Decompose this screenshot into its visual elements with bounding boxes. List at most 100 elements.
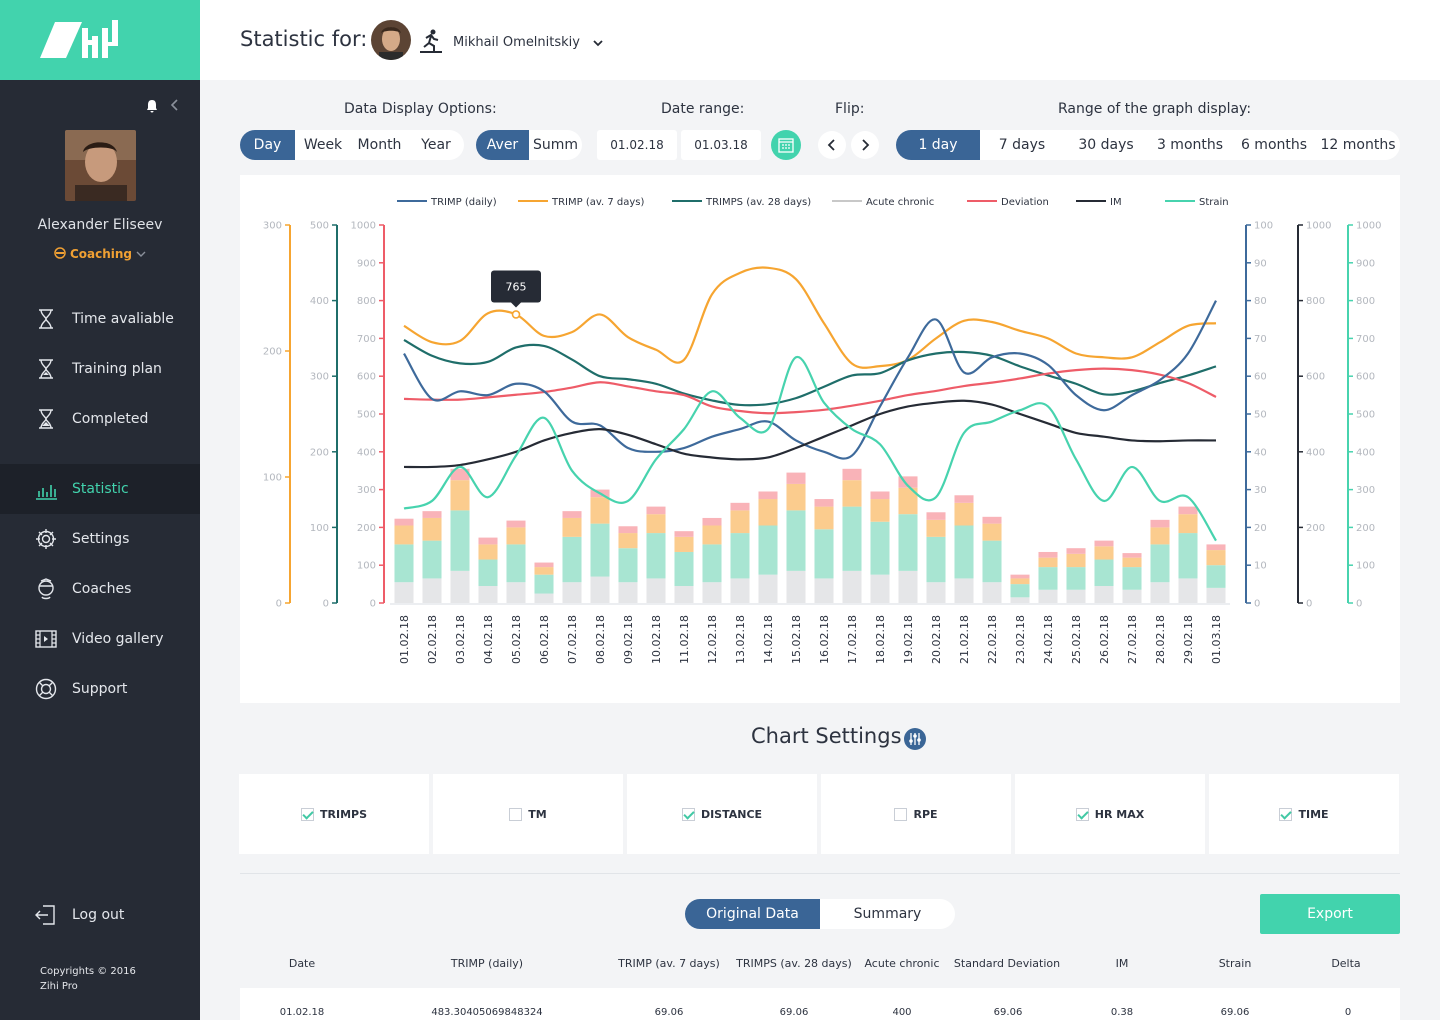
table-header-delta[interactable]: Delta bbox=[1331, 957, 1361, 970]
setting-hr-max[interactable]: HR MAX bbox=[1015, 774, 1205, 854]
x-tick-label: 12.02.18 bbox=[706, 615, 719, 664]
bar-segment bbox=[506, 520, 526, 528]
tab-original-data[interactable]: Original Data bbox=[685, 899, 820, 929]
setting-tm[interactable]: TM bbox=[433, 774, 623, 854]
range-12-months[interactable]: 12 months bbox=[1320, 137, 1396, 153]
table-header-trimps-28[interactable]: TRIMPS (av. 28 days) bbox=[736, 957, 852, 970]
bell-icon[interactable] bbox=[144, 98, 160, 114]
x-tick-label: 23.02.18 bbox=[1014, 615, 1027, 664]
athlete-avatar[interactable] bbox=[371, 20, 411, 60]
setting-trimps[interactable]: TRIMPS bbox=[239, 774, 429, 854]
bar-segment bbox=[394, 582, 414, 603]
legend-label: Strain bbox=[1199, 197, 1229, 208]
axis-tick-label: 200 bbox=[357, 523, 376, 534]
bar-segment bbox=[394, 525, 414, 545]
axis-tick-label: 0 bbox=[370, 599, 376, 610]
bar-segment bbox=[674, 585, 694, 603]
tab-summary[interactable]: Summary bbox=[853, 906, 922, 922]
user-avatar[interactable] bbox=[65, 130, 136, 201]
bar-segment bbox=[1150, 544, 1170, 583]
period-month[interactable]: Month bbox=[357, 137, 402, 153]
table-header-acute-chronic[interactable]: Acute chronic bbox=[864, 957, 940, 970]
table-header-strain[interactable]: Strain bbox=[1218, 957, 1252, 970]
export-button[interactable]: Export bbox=[1260, 894, 1400, 934]
setting-label: TM bbox=[528, 807, 547, 821]
table-header-std-dev[interactable]: Standard Deviation bbox=[953, 957, 1061, 970]
nav-time-available[interactable]: Time avaliable bbox=[0, 294, 200, 344]
bar-segment bbox=[786, 472, 806, 484]
period-day[interactable]: Day bbox=[240, 130, 295, 160]
bar-segment bbox=[870, 491, 890, 500]
bar-segment bbox=[898, 570, 918, 603]
nav-statistic[interactable]: Statistic bbox=[0, 464, 200, 514]
statistics-chart[interactable]: 0100200300010020030040050001002003004005… bbox=[240, 175, 1400, 703]
bar-segment bbox=[674, 531, 694, 537]
chevron-down-icon[interactable] bbox=[592, 38, 604, 48]
bar-segment bbox=[842, 468, 862, 481]
bar-segment bbox=[954, 495, 974, 503]
bar-segment bbox=[870, 499, 890, 522]
nav-coaches[interactable]: Coaches bbox=[0, 564, 200, 614]
date-from-input[interactable]: 01.02.18 bbox=[597, 130, 677, 160]
checkbox[interactable] bbox=[1279, 807, 1293, 821]
checkbox[interactable] bbox=[509, 807, 523, 821]
table-header-trimp-daily[interactable]: TRIMP (daily) bbox=[450, 957, 524, 970]
nav-settings[interactable]: Settings bbox=[0, 514, 200, 564]
nav-support[interactable]: Support bbox=[0, 664, 200, 714]
range-30-days[interactable]: 30 days bbox=[1078, 137, 1134, 153]
nav-training-plan[interactable]: Training plan bbox=[0, 344, 200, 394]
legend-label: Acute chronic bbox=[866, 197, 934, 208]
bar-segment bbox=[1122, 589, 1142, 603]
agg-aver[interactable]: Aver bbox=[476, 130, 529, 160]
bar-segment bbox=[758, 525, 778, 575]
range-7-days[interactable]: 7 days bbox=[998, 137, 1046, 153]
calendar-button[interactable] bbox=[771, 130, 801, 160]
flip-next-button[interactable] bbox=[851, 131, 879, 159]
table-header-im[interactable]: IM bbox=[1115, 957, 1129, 970]
checkbox[interactable] bbox=[1075, 807, 1089, 821]
table-row[interactable] bbox=[240, 988, 1400, 1020]
axis-tick-label: 1000 bbox=[351, 221, 376, 232]
axis-tick-label: 500 bbox=[1356, 410, 1375, 421]
logo[interactable] bbox=[0, 0, 200, 80]
nav-video-gallery[interactable]: Video gallery bbox=[0, 614, 200, 664]
table-header-trimp-7[interactable]: TRIMP (av. 7 days) bbox=[618, 957, 720, 970]
bar-segment bbox=[478, 585, 498, 603]
bar-segment bbox=[786, 510, 806, 571]
setting-rpe[interactable]: RPE bbox=[821, 774, 1011, 854]
period-year[interactable]: Year bbox=[421, 137, 451, 153]
agg-summ[interactable]: Summ bbox=[532, 137, 579, 153]
athlete-name[interactable]: Mikhail Omelnitskiy bbox=[453, 35, 580, 50]
bar-segment bbox=[534, 562, 554, 568]
role-dropdown[interactable]: Coaching bbox=[0, 247, 200, 261]
series-line-trimps-av-28-days bbox=[403, 338, 1217, 407]
setting-time[interactable]: TIME bbox=[1209, 774, 1399, 854]
x-tick-label: 03.02.18 bbox=[454, 615, 467, 664]
bar-segment bbox=[814, 506, 834, 530]
date-to-input[interactable]: 01.03.18 bbox=[681, 130, 761, 160]
logout-button[interactable]: Log out bbox=[0, 890, 200, 940]
sliders-icon[interactable] bbox=[904, 728, 926, 750]
chevron-right-icon bbox=[862, 139, 870, 151]
flip-prev-button[interactable] bbox=[818, 131, 846, 159]
axis-tick-label: 1000 bbox=[1306, 221, 1331, 232]
copyright: Copyrights © 2016 Zihi Pro bbox=[40, 964, 180, 994]
range-3-months[interactable]: 3 months bbox=[1156, 137, 1224, 153]
bar-segment bbox=[590, 497, 610, 524]
period-week[interactable]: Week bbox=[303, 137, 343, 153]
checkbox[interactable] bbox=[894, 807, 908, 821]
gear-icon bbox=[36, 529, 56, 549]
bar-segment bbox=[1178, 533, 1198, 579]
nav-completed[interactable]: Completed bbox=[0, 394, 200, 444]
bar-segment bbox=[1206, 544, 1226, 551]
display-options-label: Data Display Options: bbox=[344, 101, 497, 117]
collapse-sidebar-icon[interactable] bbox=[168, 97, 182, 113]
bar-segment bbox=[758, 499, 778, 526]
axis-tick-label: 300 bbox=[310, 372, 329, 383]
range-6-months[interactable]: 6 months bbox=[1240, 137, 1308, 153]
checkbox[interactable] bbox=[301, 807, 314, 821]
range-1-day[interactable]: 1 day bbox=[896, 130, 980, 160]
table-header-date[interactable]: Date bbox=[288, 957, 316, 970]
checkbox[interactable] bbox=[681, 807, 695, 821]
setting-distance[interactable]: DISTANCE bbox=[627, 774, 817, 854]
